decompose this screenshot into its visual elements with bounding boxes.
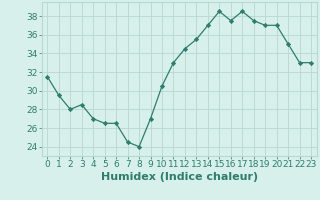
- X-axis label: Humidex (Indice chaleur): Humidex (Indice chaleur): [100, 172, 258, 182]
